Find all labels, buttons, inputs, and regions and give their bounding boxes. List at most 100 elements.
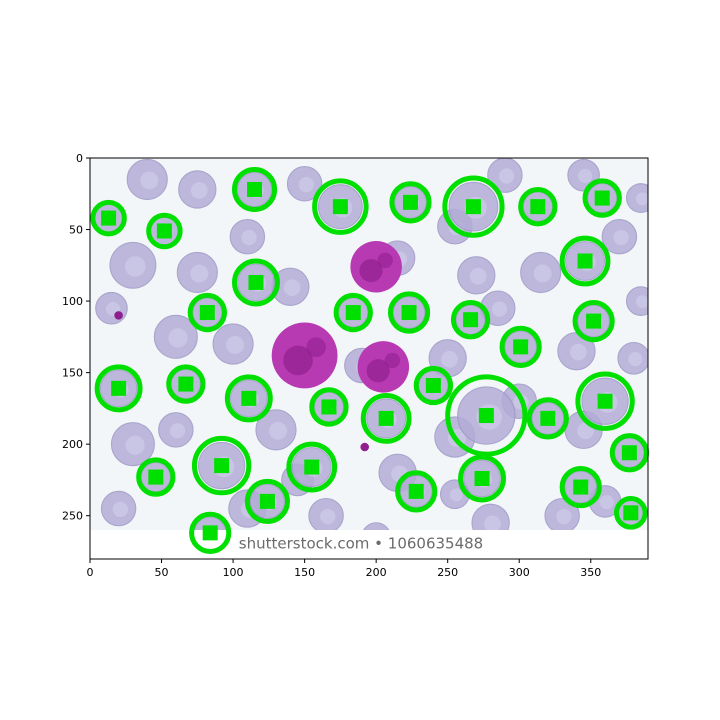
detection-circle [387,291,431,334]
y-tick-label: 100 [62,295,83,308]
detection-center-marker [597,393,613,409]
detection-center-marker [530,199,546,215]
detection [395,470,438,513]
detection-center-marker [401,305,417,321]
detection-circle [94,364,143,413]
detection [387,291,431,334]
detection [614,496,648,530]
detection-center-marker [332,199,348,215]
y-tick-label: 150 [62,367,83,380]
detection [582,178,622,218]
x-tick-label: 300 [509,566,530,579]
red-blood-cell [158,412,194,448]
red-blood-cell [153,314,198,359]
watermark-text: shutterstock.com • 1060635488 [239,535,483,553]
detection-circle [90,199,127,237]
detection-circle [244,478,290,524]
detection-center-marker [577,253,593,269]
detection-circle [189,511,232,554]
detection-center-marker [463,312,479,328]
detection-circle [166,364,206,404]
detection-center-marker [478,408,494,424]
detection [244,478,290,524]
detection [575,371,635,431]
detection-circle [395,470,438,513]
detection-circle [333,292,373,333]
detection [232,166,278,213]
detection [333,292,373,333]
red-blood-cell [286,166,323,202]
red-blood-cell [255,409,297,451]
detection-center-marker [101,210,117,226]
red-blood-cell [126,158,168,201]
detection-circle [445,374,528,457]
detection [166,364,206,404]
detection-center-marker [148,469,164,485]
detection [572,300,615,343]
red-blood-cell [176,251,218,294]
x-tick-label: 200 [366,566,387,579]
detection [94,364,143,413]
detection [559,465,602,509]
red-blood-cell [457,256,496,295]
detection [309,387,349,427]
detection-center-marker [573,479,589,495]
detection-circle [224,374,273,423]
detection-center-marker [623,505,639,521]
detection-center-marker [408,483,424,499]
red-blood-cell [557,331,596,371]
detection [286,441,338,493]
detection-circle [518,186,558,227]
detection-center-marker [214,458,230,474]
white-blood-cell [350,240,402,293]
detection-center-marker [248,274,264,290]
red-blood-cell [110,422,155,467]
detection-circle [187,292,227,333]
detection [499,325,542,368]
detection-center-marker [304,459,320,475]
red-blood-cell [363,522,390,530]
x-tick-label: 50 [155,566,169,579]
axes-frame [89,157,649,560]
detection [609,433,650,473]
detection [458,454,506,503]
detection-center-marker [156,223,172,239]
detection [442,175,505,238]
detection-circle [136,457,176,497]
detection [413,365,454,406]
detection [224,374,273,423]
y-tick-label: 50 [69,224,83,237]
platelet [114,311,123,320]
x-axis: 0 50 100 150 200 250 300 350 [87,559,601,579]
x-tick-label: 250 [437,566,458,579]
detection-circle [232,166,278,213]
x-tick-label: 100 [223,566,244,579]
detection-circle [582,178,622,218]
detection-center-marker [540,410,556,426]
detection-circle [442,175,505,238]
detection-circle [572,300,615,343]
detection [526,397,569,440]
detection-circle [458,454,506,503]
red-blood-cell [544,497,580,530]
red-blood-cell [625,286,648,316]
red-blood-cell [100,490,137,527]
red-blood-cell [229,218,266,255]
x-tick-label: 150 [294,566,315,579]
red-blood-cell [308,497,344,530]
detection [136,457,176,497]
detection [187,292,227,333]
detection-center-marker [199,305,215,321]
x-tick-label: 350 [580,566,601,579]
detection-circle [559,235,611,287]
red-blood-cell [520,251,562,294]
detection-circle [614,496,648,530]
detection-circle [499,325,542,368]
detection-circle [309,387,349,427]
detection-center-marker [594,190,610,206]
detection-center-marker [465,199,481,215]
detection [312,178,369,235]
y-tick-label: 200 [62,438,83,451]
detection-circle [526,397,569,440]
